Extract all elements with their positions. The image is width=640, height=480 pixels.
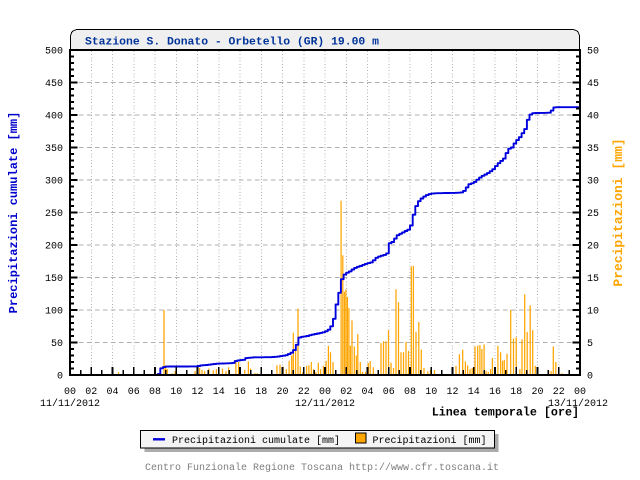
svg-text:45: 45 <box>587 79 599 90</box>
svg-text:12: 12 <box>446 387 458 398</box>
svg-text:400: 400 <box>45 112 63 123</box>
svg-text:16: 16 <box>489 387 501 398</box>
svg-text:40: 40 <box>587 112 599 123</box>
svg-text:150: 150 <box>45 274 63 285</box>
svg-text:00: 00 <box>319 387 331 398</box>
svg-text:14: 14 <box>468 387 480 398</box>
svg-text:15: 15 <box>587 274 599 285</box>
svg-text:12: 12 <box>191 387 203 398</box>
svg-text:50: 50 <box>587 47 599 58</box>
svg-text:5: 5 <box>587 339 593 350</box>
svg-text:10: 10 <box>425 387 437 398</box>
svg-text:16: 16 <box>234 387 246 398</box>
svg-text:Centro Funzionale Regione Tosc: Centro Funzionale Regione Toscana http:/… <box>145 462 499 474</box>
svg-text:0: 0 <box>57 372 63 383</box>
svg-text:250: 250 <box>45 209 63 220</box>
svg-text:20: 20 <box>587 242 599 253</box>
svg-text:Linea temporale [ore]: Linea temporale [ore] <box>432 406 579 420</box>
svg-text:Precipitazioni cumulate [mm]: Precipitazioni cumulate [mm] <box>172 435 340 447</box>
svg-text:450: 450 <box>45 79 63 90</box>
svg-text:Precipitazioni cumulate [mm]: Precipitazioni cumulate [mm] <box>7 112 21 314</box>
svg-text:10: 10 <box>587 307 599 318</box>
svg-text:00: 00 <box>574 387 586 398</box>
svg-text:06: 06 <box>383 387 395 398</box>
svg-text:10: 10 <box>170 387 182 398</box>
svg-text:30: 30 <box>587 177 599 188</box>
svg-text:06: 06 <box>128 387 140 398</box>
svg-text:Precipitazioni [mm]: Precipitazioni [mm] <box>611 138 626 286</box>
svg-text:12/11/2012: 12/11/2012 <box>295 398 355 410</box>
svg-text:13/11/2012: 13/11/2012 <box>548 398 608 410</box>
svg-text:35: 35 <box>587 144 599 155</box>
svg-text:22: 22 <box>553 387 565 398</box>
svg-text:18: 18 <box>510 387 522 398</box>
svg-text:Precipitazioni [mm]: Precipitazioni [mm] <box>373 435 487 447</box>
svg-text:04: 04 <box>106 387 118 398</box>
svg-text:18: 18 <box>255 387 267 398</box>
svg-text:14: 14 <box>213 387 225 398</box>
svg-text:500: 500 <box>45 47 63 58</box>
svg-text:11/11/2012: 11/11/2012 <box>40 398 100 410</box>
svg-text:00: 00 <box>64 387 76 398</box>
svg-text:50: 50 <box>51 339 63 350</box>
svg-text:20: 20 <box>276 387 288 398</box>
svg-text:08: 08 <box>404 387 416 398</box>
svg-text:02: 02 <box>85 387 97 398</box>
svg-text:300: 300 <box>45 177 63 188</box>
svg-text:0: 0 <box>587 372 593 383</box>
svg-text:04: 04 <box>361 387 373 398</box>
svg-text:200: 200 <box>45 242 63 253</box>
svg-text:350: 350 <box>45 144 63 155</box>
svg-text:100: 100 <box>45 307 63 318</box>
svg-text:02: 02 <box>340 387 352 398</box>
svg-text:Stazione S. Donato - Orbetello: Stazione S. Donato - Orbetello (GR) 19.0… <box>85 37 379 49</box>
svg-text:20: 20 <box>531 387 543 398</box>
svg-text:08: 08 <box>149 387 161 398</box>
svg-text:25: 25 <box>587 209 599 220</box>
svg-text:22: 22 <box>298 387 310 398</box>
